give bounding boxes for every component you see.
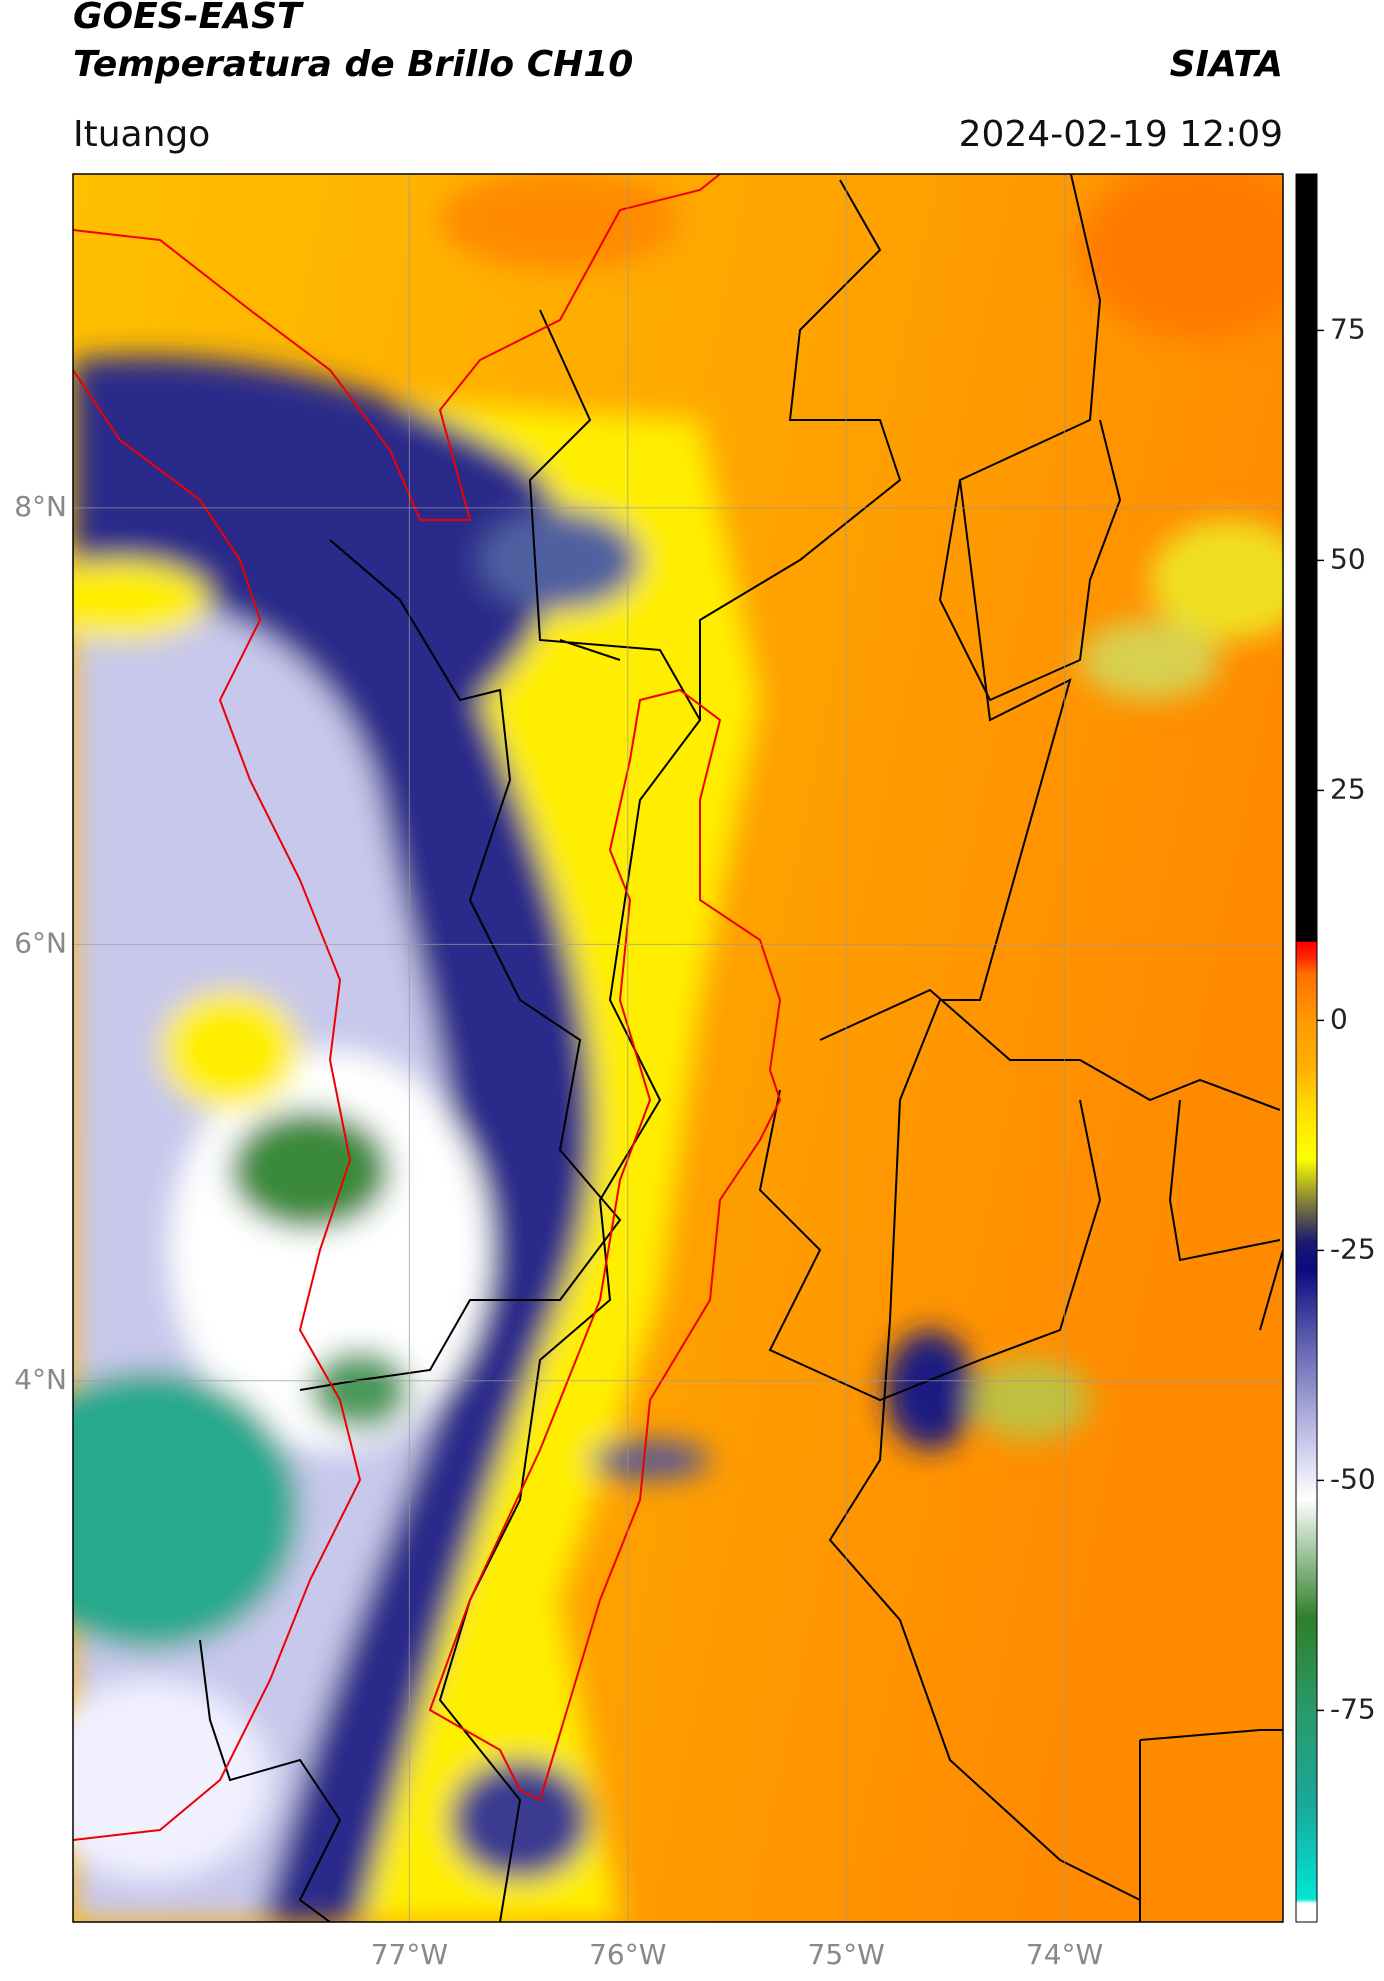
cloud-teal (73, 1370, 300, 1650)
cloud-white (73, 1680, 270, 1880)
colorbar (1295, 173, 1318, 1923)
cloud-olive (1080, 620, 1220, 700)
cloud-navy (450, 1760, 590, 1880)
border-line (699, 179, 902, 720)
border-line (299, 539, 622, 1391)
source: SIATA (1170, 44, 1283, 85)
y-tick-label: 6°N (14, 926, 67, 959)
x-tick-label: 76°W (589, 1938, 666, 1971)
red-borders (73, 174, 782, 1841)
colorbar-tick-label: -50 (1330, 1462, 1376, 1495)
grid (73, 174, 1283, 1922)
red-border-line (73, 369, 362, 1841)
border-line (199, 1639, 342, 1922)
y-tick-label: 8°N (14, 490, 67, 523)
x-tick-label: 77°W (371, 1938, 448, 1971)
colorbar-tick-label: 50 (1330, 542, 1366, 575)
location: Ituango (73, 114, 210, 155)
cloud-navy (590, 1440, 710, 1480)
border-line (819, 988, 1281, 1111)
cloud-green (230, 1110, 390, 1230)
cloud-yellow (1150, 520, 1283, 640)
border-line (758, 1089, 1102, 1402)
colorbar-tick-label: 0 (1330, 1002, 1348, 1035)
border-line (438, 309, 702, 1922)
border-line (1139, 1729, 1283, 1922)
warm-area (440, 174, 680, 270)
cloud-olive (970, 1360, 1090, 1440)
border-line (1168, 1099, 1281, 1262)
warm-area (1080, 174, 1283, 340)
cloud-navy (885, 1330, 975, 1450)
cloud-navy (480, 510, 640, 610)
map-frame (72, 173, 1284, 1923)
border-line (559, 639, 621, 661)
x-tick-label: 74°W (1026, 1938, 1103, 1971)
cloud-yellow (160, 990, 300, 1110)
border-line (938, 174, 1122, 702)
y-tick-label: 4°N (14, 1363, 67, 1396)
colorbar-tick-label: -75 (1330, 1692, 1376, 1725)
map-image (73, 174, 1283, 1922)
cloud-green (310, 1350, 410, 1430)
red-border-line (428, 688, 782, 1802)
x-tick-label: 75°W (808, 1938, 885, 1971)
title: GOES-EAST (73, 0, 304, 37)
subtitle: Temperatura de Brillo CH10 (73, 44, 633, 85)
border-line (828, 479, 1141, 1901)
cloud-yellow (73, 560, 210, 640)
colorbar-tick-label: 25 (1330, 772, 1366, 805)
datetime: 2024-02-19 12:09 (959, 114, 1283, 155)
border-line (1259, 1249, 1283, 1331)
borders (199, 174, 1283, 1922)
colorbar-tick-label: 75 (1330, 312, 1366, 345)
red-border-line (73, 174, 721, 521)
colorbar-tick-label: -25 (1330, 1232, 1376, 1265)
cloud-field (73, 174, 1283, 1922)
